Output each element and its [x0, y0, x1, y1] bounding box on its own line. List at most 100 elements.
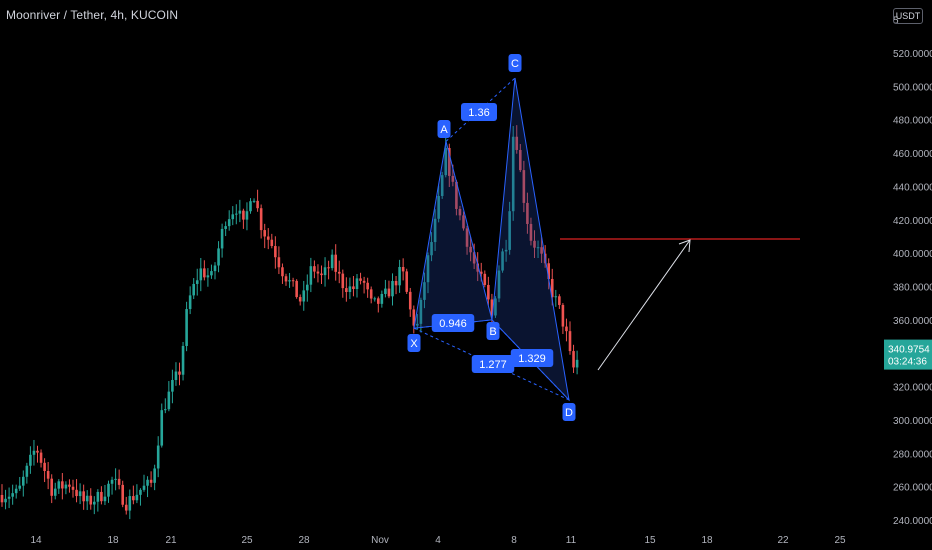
candle	[313, 260, 316, 279]
pattern-ratio-label[interactable]: 1.329	[510, 349, 554, 367]
candle	[61, 473, 64, 500]
candle	[259, 204, 263, 239]
time-tick-label: 4	[435, 535, 441, 546]
candle	[85, 490, 89, 511]
candle	[71, 479, 75, 498]
candle	[565, 318, 568, 342]
candle	[181, 341, 185, 381]
svg-text:B: B	[489, 326, 496, 338]
candle	[89, 488, 93, 510]
time-tick-label: 28	[298, 535, 310, 546]
candle	[483, 270, 487, 288]
candle	[355, 274, 359, 298]
candle	[0, 484, 4, 507]
candle	[156, 436, 160, 478]
candle	[178, 362, 181, 386]
price-tick-label: 500.0000	[893, 82, 932, 93]
candle	[412, 305, 416, 334]
candle	[227, 210, 231, 231]
candle	[203, 260, 206, 281]
candle	[39, 449, 43, 468]
price-tick-label: 520.0000	[893, 49, 932, 60]
time-tick-label: 14	[30, 535, 42, 546]
candle	[110, 476, 114, 495]
svg-text:1.36: 1.36	[468, 107, 489, 119]
time-tick-label: 25	[834, 535, 846, 546]
candle	[359, 272, 362, 285]
pattern-ratio-label[interactable]: 1.277	[471, 355, 515, 373]
currency-selector[interactable]: USDT	[893, 8, 923, 24]
candle	[487, 276, 490, 306]
pattern-ratio-label[interactable]: 1.36	[461, 103, 497, 121]
candle	[408, 287, 412, 317]
svg-text:0.946: 0.946	[439, 318, 467, 330]
candle	[242, 208, 245, 229]
pattern-point-b[interactable]: B	[486, 322, 500, 340]
candle	[153, 464, 156, 491]
pattern-point-c[interactable]: C	[508, 54, 522, 72]
chart-annotations	[560, 238, 800, 371]
svg-text:D: D	[565, 407, 573, 419]
candle	[146, 476, 149, 498]
price-tick-label: 480.0000	[893, 116, 932, 127]
price-tick-label: 460.0000	[893, 149, 932, 160]
candle	[284, 273, 288, 286]
pattern-point-x[interactable]: X	[407, 334, 421, 352]
price-tick-label: 240.0000	[893, 516, 932, 527]
candle	[46, 462, 50, 490]
pattern-leg-xb	[413, 319, 493, 329]
price-tick-label: 400.0000	[893, 249, 932, 260]
candle	[430, 232, 433, 262]
candle	[277, 246, 281, 275]
candle	[465, 225, 469, 255]
candle	[36, 445, 39, 463]
candle	[124, 496, 128, 515]
candle	[426, 252, 430, 294]
projection-arrow[interactable]	[597, 239, 691, 371]
candle	[291, 277, 295, 287]
candle	[437, 185, 440, 223]
price-tick-label: 360.0000	[893, 316, 932, 327]
time-tick-label: 18	[701, 535, 713, 546]
candle	[511, 125, 515, 221]
pattern-point-a[interactable]: A	[437, 120, 451, 138]
bar-countdown: 03:24:36	[888, 357, 927, 368]
candle	[107, 480, 110, 503]
candle	[263, 223, 266, 249]
candle	[164, 398, 167, 414]
candle	[526, 192, 529, 234]
candle	[316, 264, 320, 283]
candle	[334, 244, 337, 281]
candle	[75, 479, 78, 503]
candle	[373, 296, 377, 302]
candle	[32, 439, 36, 466]
pattern-point-d[interactable]: D	[562, 403, 576, 421]
candle	[50, 474, 53, 504]
candle	[416, 314, 419, 330]
candle	[121, 480, 124, 508]
candle	[497, 265, 501, 303]
pattern-ratio-label[interactable]: 0.946	[431, 314, 475, 332]
candle	[4, 489, 7, 510]
candle	[128, 489, 132, 520]
svg-text:A: A	[440, 124, 448, 136]
candle	[401, 258, 405, 281]
candle	[7, 487, 11, 509]
candle	[224, 221, 227, 237]
candle	[387, 280, 391, 299]
pattern-leg-ac	[445, 77, 516, 142]
candle	[25, 462, 29, 484]
price-tick-label: 380.0000	[893, 283, 932, 294]
candle	[341, 269, 345, 298]
candle	[540, 237, 543, 263]
candle	[448, 143, 451, 188]
candle	[405, 268, 408, 294]
candle	[43, 458, 46, 483]
candle	[348, 277, 352, 300]
candle	[185, 301, 188, 352]
pattern-triangle-xab[interactable]	[413, 141, 493, 329]
candlestick-series	[0, 125, 579, 520]
candle	[22, 470, 25, 497]
